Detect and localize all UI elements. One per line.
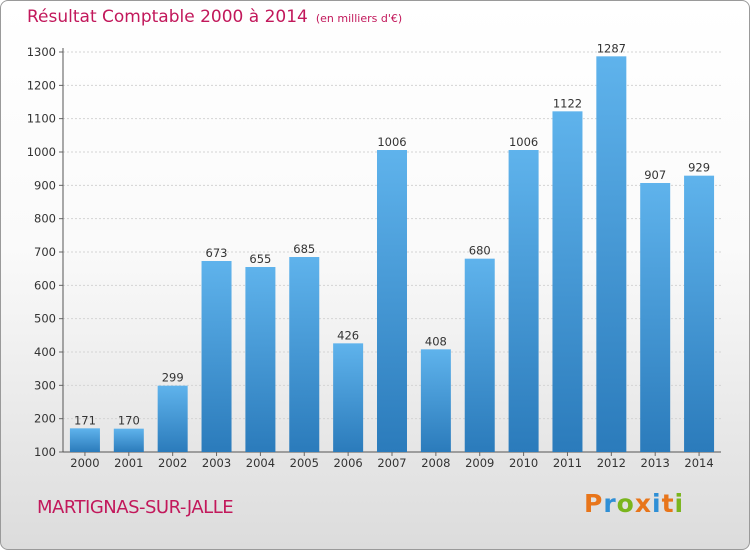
y-tick-label: 800: [34, 212, 56, 226]
bar: [640, 183, 671, 452]
x-tick-label: 2012: [597, 456, 626, 470]
x-tick-label: 2010: [509, 456, 538, 470]
data-label: 673: [206, 246, 228, 260]
y-tick-label: 900: [34, 178, 56, 192]
data-label: 299: [162, 371, 184, 385]
x-tick-label: 2001: [114, 456, 143, 470]
bar: [464, 258, 495, 452]
bar: [552, 111, 583, 452]
y-tick-label: 1000: [27, 145, 56, 159]
bar: [157, 385, 188, 452]
data-label: 1122: [553, 96, 582, 110]
x-tick-label: 2003: [202, 456, 231, 470]
y-tick-label: 700: [34, 245, 56, 259]
y-tick-label: 1200: [27, 78, 56, 92]
brand-letter: r: [603, 489, 617, 518]
x-tick-label: 2008: [421, 456, 450, 470]
x-tick-label: 2007: [377, 456, 406, 470]
title-text: Résultat Comptable 2000 à 2014: [27, 7, 308, 27]
data-label: 685: [293, 242, 315, 256]
bar: [245, 267, 276, 452]
data-label: 1006: [377, 135, 406, 149]
brand-letter: t: [661, 489, 675, 518]
data-label: 408: [425, 334, 447, 348]
data-label: 1006: [509, 135, 538, 149]
x-tick-label: 2013: [641, 456, 670, 470]
y-tick-label: 400: [34, 345, 56, 359]
y-tick-label: 300: [34, 378, 56, 392]
data-label: 655: [249, 252, 271, 266]
x-tick-label: 2005: [290, 456, 319, 470]
x-tick-label: 2000: [70, 456, 99, 470]
x-tick-label: 2004: [246, 456, 275, 470]
data-label: 680: [469, 244, 491, 258]
x-tick-label: 2006: [333, 456, 362, 470]
data-label: 929: [688, 161, 710, 175]
brand-letter: i: [652, 489, 662, 518]
bar: [596, 56, 627, 452]
brand-letter: o: [616, 489, 635, 518]
bar: [420, 349, 451, 452]
y-tick-label: 500: [34, 312, 56, 326]
y-tick-label: 200: [34, 412, 56, 426]
brand-letter: P: [584, 489, 604, 518]
x-tick-label: 2014: [684, 456, 713, 470]
data-label: 907: [644, 168, 666, 182]
bar: [333, 343, 364, 452]
bar: [289, 257, 320, 452]
y-tick-label: 600: [34, 278, 56, 292]
bar: [508, 150, 539, 452]
x-tick-label: 2009: [465, 456, 494, 470]
chart-title: Résultat Comptable 2000 à 2014 (en millie…: [27, 7, 402, 27]
location-label: MARTIGNAS-SUR-JALLE: [37, 497, 234, 518]
y-tick-label: 1300: [27, 45, 56, 59]
bar: [69, 428, 100, 452]
bar: [113, 428, 144, 452]
brand-letter: x: [634, 489, 652, 518]
y-tick-label: 1100: [27, 112, 56, 126]
bar: [377, 150, 407, 452]
y-tick-label: 100: [34, 445, 56, 459]
data-label: 170: [118, 414, 140, 428]
brand-letter: i: [674, 489, 685, 518]
title-unit: (en milliers d'€): [315, 12, 403, 25]
brand-logo: Proxiti: [584, 489, 684, 518]
x-tick-label: 2002: [158, 456, 187, 470]
data-label: 171: [74, 413, 96, 427]
data-label: 1287: [597, 41, 626, 55]
x-tick-label: 2011: [553, 456, 582, 470]
data-label: 426: [337, 328, 359, 342]
bar: [201, 261, 232, 452]
bar: [684, 175, 715, 452]
